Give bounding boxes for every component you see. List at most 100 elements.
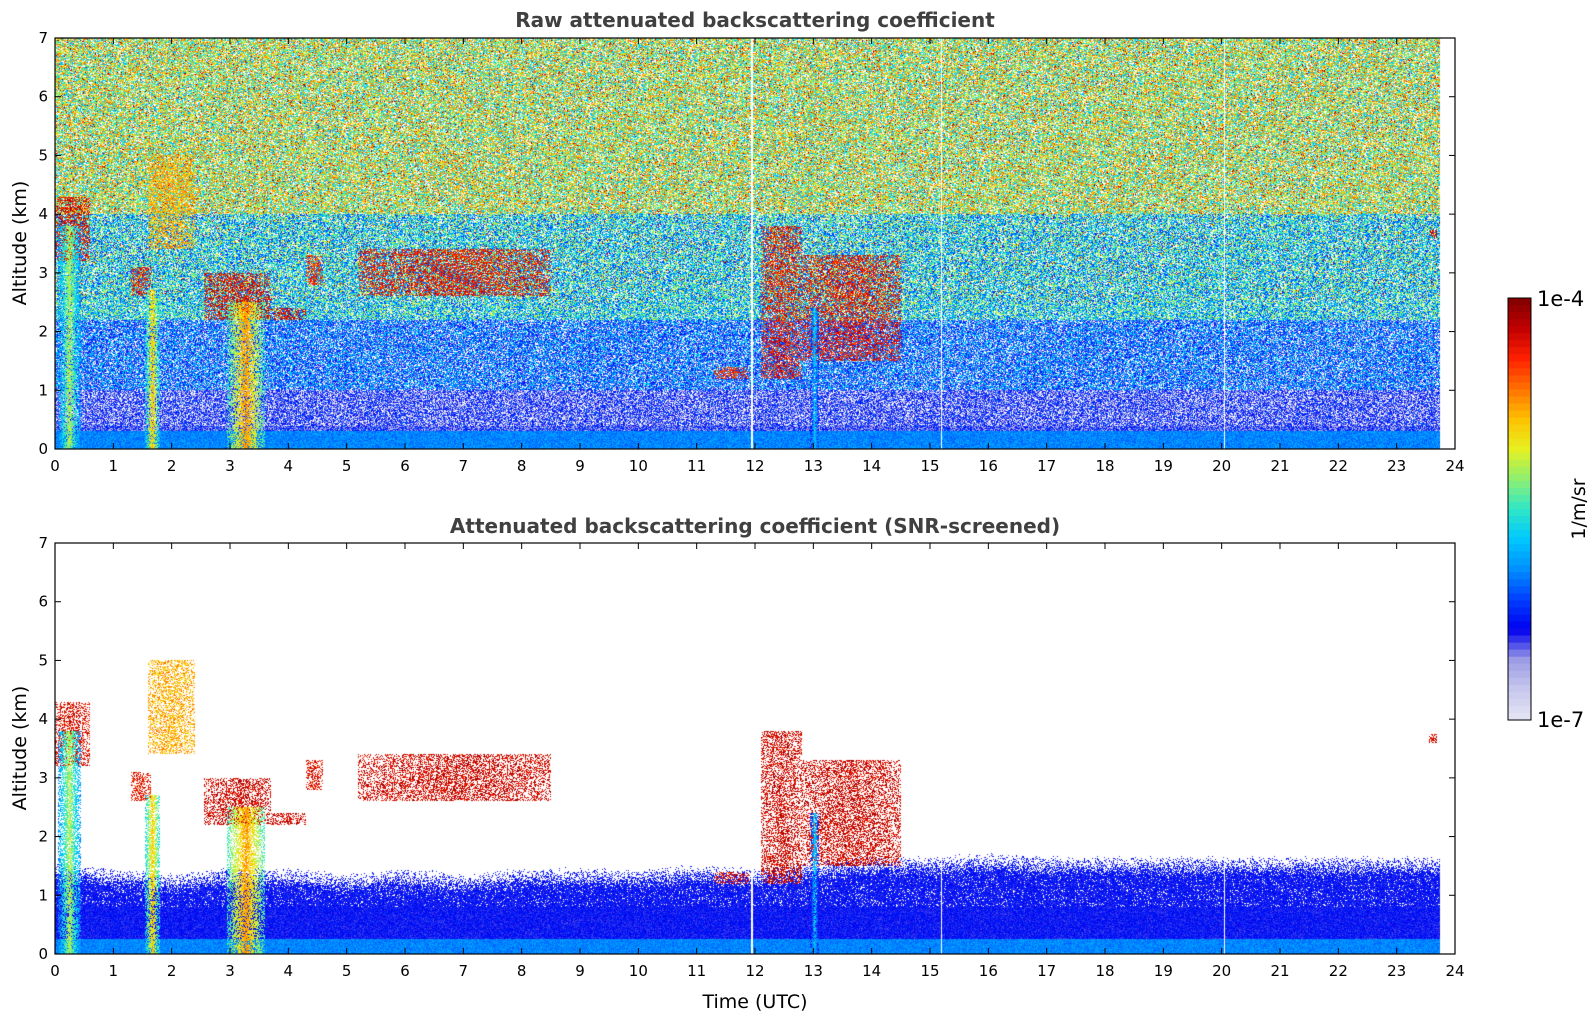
y-tick-label: 4 xyxy=(38,205,48,223)
colorbar-swatch xyxy=(1508,361,1531,369)
colorbar-swatch xyxy=(1508,480,1531,489)
x-axis: 0 1 2 3 4 5 6 7 8 9 10 11 12 13 14 15 16 17 18 19 20 21 22 23 24 xyxy=(50,543,1465,980)
x-tick-label: 15 xyxy=(920,962,939,980)
y-tick-label: 5 xyxy=(38,146,48,164)
colorbar-swatch xyxy=(1508,459,1531,468)
x-tick-label: 9 xyxy=(575,962,585,980)
colorbar-swatch xyxy=(1508,312,1531,320)
y-tick-label: 3 xyxy=(38,264,48,282)
x-tick-label: 19 xyxy=(1154,962,1173,980)
colorbar-swatch xyxy=(1508,516,1531,524)
colorbar-swatch xyxy=(1508,628,1531,637)
colorbar-swatch xyxy=(1508,614,1531,623)
y-tick-label: 3 xyxy=(38,769,48,787)
x-tick-label: 3 xyxy=(225,962,235,980)
colorbar-swatch xyxy=(1508,712,1531,721)
x-tick-label: 0 xyxy=(50,457,60,475)
x-tick-label: 14 xyxy=(862,457,881,475)
colorbar-swatch xyxy=(1508,642,1531,651)
x-tick-label: 22 xyxy=(1329,962,1348,980)
colorbar-swatch xyxy=(1508,389,1531,398)
y-axis: 0 1 2 3 4 5 6 7 xyxy=(38,29,1455,458)
panel-title: Attenuated backscattering coefficient (S… xyxy=(450,514,1060,538)
colorbar-swatch xyxy=(1508,663,1531,672)
colorbar-swatch xyxy=(1508,417,1531,426)
colorbar-swatch xyxy=(1508,600,1531,609)
x-tick-label: 1 xyxy=(109,962,119,980)
colorbar-swatch xyxy=(1508,649,1531,658)
colorbar-swatch xyxy=(1508,537,1531,545)
colorbar-swatch xyxy=(1508,403,1531,412)
colorbar-swatch xyxy=(1508,558,1531,566)
colorbar-swatch xyxy=(1508,698,1531,707)
x-tick-label: 20 xyxy=(1212,962,1231,980)
x-tick-label: 19 xyxy=(1154,457,1173,475)
colorbar-swatch xyxy=(1508,530,1531,538)
colorbar-max-label: 1e-4 xyxy=(1537,287,1584,311)
x-tick-label: 3 xyxy=(225,457,235,475)
colorbar-swatch xyxy=(1508,410,1531,419)
x-tick-label: 5 xyxy=(342,962,352,980)
colorbar-swatch xyxy=(1508,431,1531,440)
colorbar-swatch xyxy=(1508,572,1531,580)
x-tick-label: 23 xyxy=(1387,457,1406,475)
x-tick-label: 2 xyxy=(167,457,177,475)
colorbar-swatch xyxy=(1508,326,1531,334)
colorbar-swatch xyxy=(1508,551,1531,559)
colorbar-swatch xyxy=(1508,424,1531,433)
colorbar-swatch xyxy=(1508,586,1531,594)
x-axis-label: Time (UTC) xyxy=(701,991,807,1013)
y-tick-label: 2 xyxy=(38,828,48,846)
x-tick-label: 10 xyxy=(629,457,648,475)
y-tick-label: 2 xyxy=(38,323,48,341)
colorbar-swatch xyxy=(1508,438,1531,447)
x-tick-label: 10 xyxy=(629,962,648,980)
x-axis: 0 1 2 3 4 5 6 7 8 9 10 11 12 13 14 15 16 17 18 19 20 21 22 23 24 xyxy=(50,38,1465,475)
y-axis-label: Altitude (km) xyxy=(9,181,31,306)
x-tick-label: 2 xyxy=(167,962,177,980)
x-tick-label: 4 xyxy=(284,457,294,475)
colorbar-swatch xyxy=(1508,523,1531,531)
colorbar-swatch xyxy=(1508,607,1531,616)
colorbar-swatch xyxy=(1508,684,1531,693)
colorbar-swatch xyxy=(1508,333,1531,341)
y-tick-label: 4 xyxy=(38,710,48,728)
x-tick-label: 24 xyxy=(1445,962,1464,980)
x-tick-label: 4 xyxy=(284,962,294,980)
colorbar-swatch xyxy=(1508,544,1531,552)
colorbar-swatch xyxy=(1508,579,1531,587)
colorbar-swatch xyxy=(1508,347,1531,355)
x-tick-label: 24 xyxy=(1445,457,1464,475)
x-tick-label: 13 xyxy=(804,457,823,475)
x-tick-label: 13 xyxy=(804,962,823,980)
x-tick-label: 7 xyxy=(459,457,469,475)
x-tick-label: 0 xyxy=(50,962,60,980)
panel-title: Raw attenuated backscattering coefficien… xyxy=(515,8,995,32)
y-tick-label: 6 xyxy=(38,593,48,611)
x-tick-label: 21 xyxy=(1270,962,1289,980)
colorbar-swatch xyxy=(1508,677,1531,686)
colorbar-swatch xyxy=(1508,487,1531,496)
colorbar-swatch xyxy=(1508,635,1531,644)
y-axis: 0 1 2 3 4 5 6 7 xyxy=(38,534,1455,963)
x-tick-label: 5 xyxy=(342,457,352,475)
colorbar-swatch xyxy=(1508,670,1531,679)
y-tick-label: 0 xyxy=(38,945,48,963)
colorbar-swatch xyxy=(1508,501,1531,510)
y-tick-label: 7 xyxy=(38,534,48,552)
panel-raw: Raw attenuated backscattering coefficien… xyxy=(9,8,1465,475)
x-tick-label: 21 xyxy=(1270,457,1289,475)
y-tick-label: 1 xyxy=(38,886,48,904)
colorbar-swatch xyxy=(1508,565,1531,573)
colorbar-swatch xyxy=(1508,656,1531,665)
x-tick-label: 16 xyxy=(979,962,998,980)
colorbar-swatch xyxy=(1508,593,1531,602)
x-tick-label: 20 xyxy=(1212,457,1231,475)
colorbar-frame xyxy=(1507,297,1532,721)
colorbar-swatch xyxy=(1508,509,1531,517)
x-tick-label: 17 xyxy=(1037,457,1056,475)
colorbar-swatch xyxy=(1508,382,1531,391)
x-tick-label: 22 xyxy=(1329,457,1348,475)
colorbar-swatch xyxy=(1508,354,1531,362)
